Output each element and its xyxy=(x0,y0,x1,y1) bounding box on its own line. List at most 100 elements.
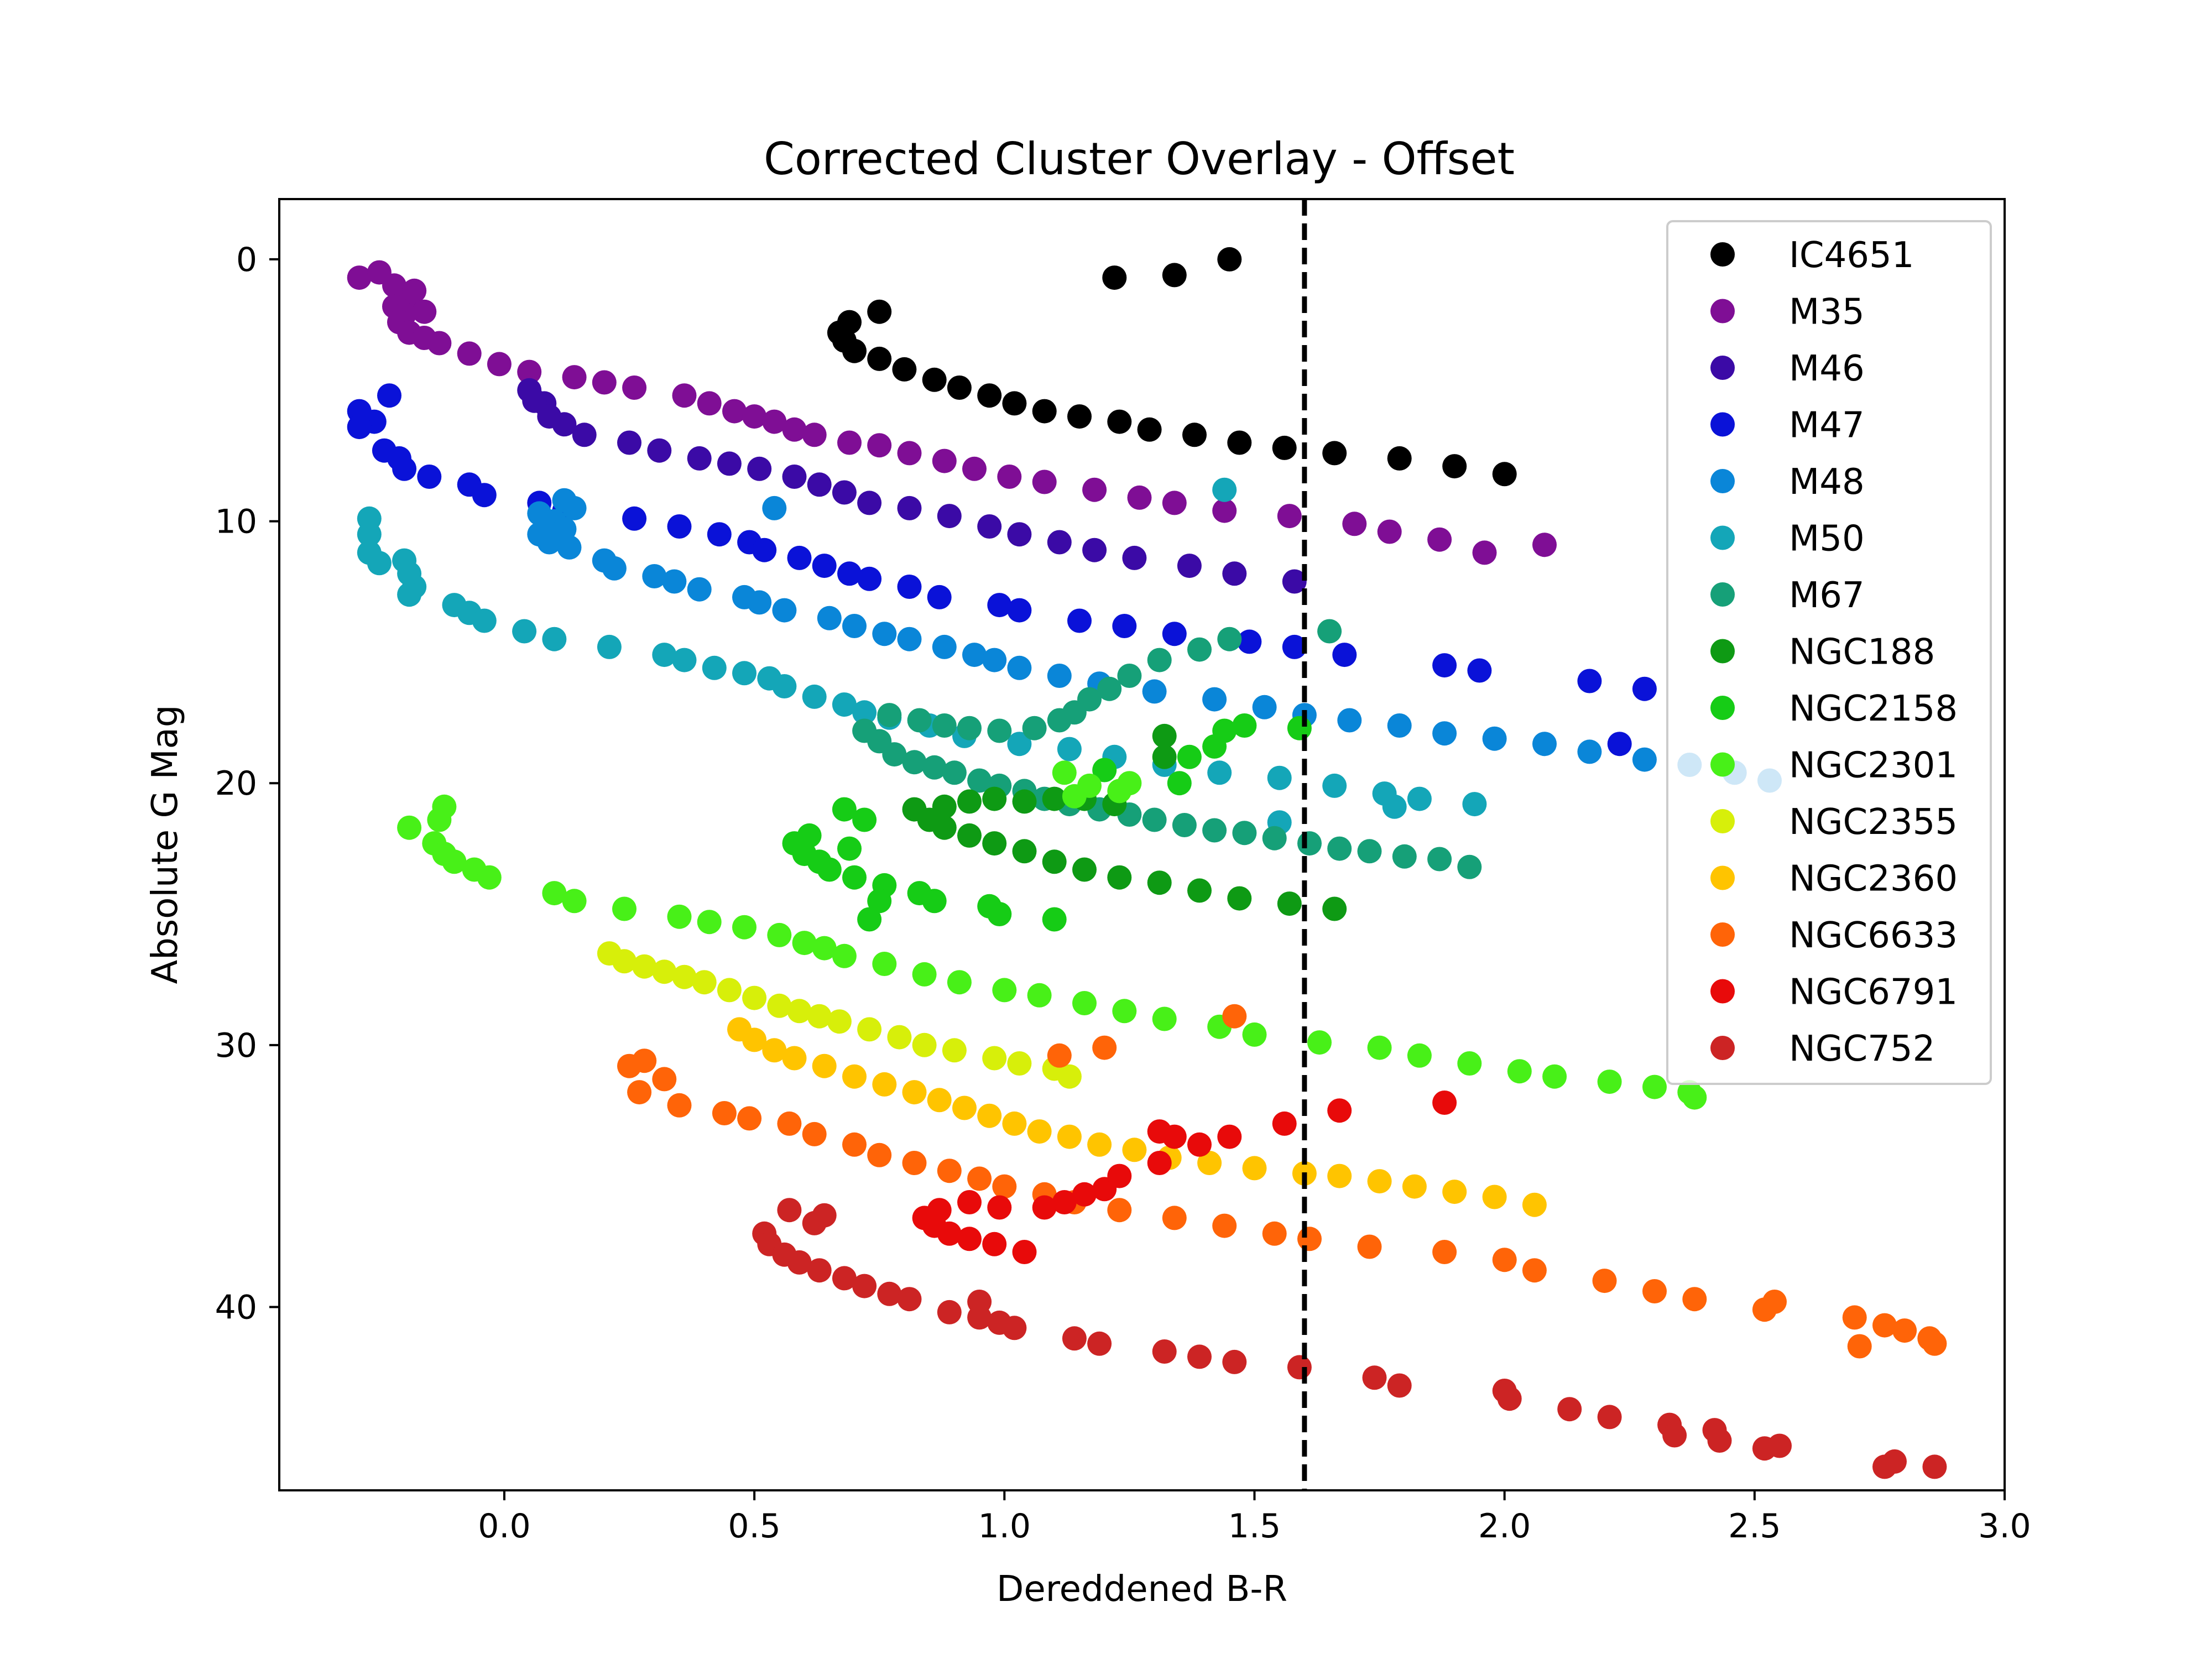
data-point-m67 xyxy=(1142,807,1167,832)
data-point-m67 xyxy=(1077,687,1102,712)
data-point-ngc6633 xyxy=(1592,1269,1617,1293)
series-ngc6633 xyxy=(617,1004,1947,1359)
data-point-ngc6633 xyxy=(1222,1004,1247,1029)
data-point-ngc2158 xyxy=(867,889,892,914)
data-point-m46 xyxy=(857,491,882,515)
data-point-ngc2158 xyxy=(1092,758,1117,782)
legend-marker-m48 xyxy=(1710,469,1735,493)
data-point-m48 xyxy=(962,643,987,667)
series-ngc2355 xyxy=(597,941,1082,1089)
data-point-m50 xyxy=(802,684,827,709)
y-tick-label: 20 xyxy=(215,764,257,803)
data-point-m67 xyxy=(1427,847,1452,872)
data-point-ngc6633 xyxy=(1262,1221,1287,1246)
data-point-m67 xyxy=(907,708,932,733)
data-point-ngc752 xyxy=(812,1203,837,1228)
legend-label-m67: M67 xyxy=(1789,575,1865,616)
data-point-ngc752 xyxy=(1152,1339,1177,1364)
data-point-ngc6633 xyxy=(1522,1258,1547,1283)
legend-label-ngc2360: NGC2360 xyxy=(1789,859,1958,900)
data-point-ngc6633 xyxy=(1762,1290,1787,1314)
data-point-ic4651 xyxy=(977,383,1002,408)
data-point-ngc188 xyxy=(1152,744,1177,769)
data-point-m48 xyxy=(1482,726,1507,751)
data-point-ngc6791 xyxy=(1327,1098,1352,1123)
data-point-m47 xyxy=(377,383,401,408)
data-point-ngc2360 xyxy=(1442,1180,1467,1204)
data-point-ngc2301 xyxy=(1152,1006,1177,1031)
data-point-ic4651 xyxy=(842,338,867,363)
data-point-ngc6791 xyxy=(1272,1111,1297,1136)
data-point-ngc752 xyxy=(1002,1316,1027,1340)
data-point-m48 xyxy=(557,535,582,560)
data-point-m35 xyxy=(762,409,787,434)
data-point-m48 xyxy=(1577,739,1602,764)
data-point-ngc2360 xyxy=(1327,1164,1352,1188)
data-point-ngc6791 xyxy=(937,1221,962,1246)
data-point-ngc188 xyxy=(957,789,982,814)
data-point-ngc6633 xyxy=(627,1080,652,1105)
data-point-ngc2301 xyxy=(1542,1064,1567,1089)
data-point-ngc188 xyxy=(982,831,1007,856)
data-point-ngc2360 xyxy=(1027,1119,1052,1144)
data-point-m50 xyxy=(472,608,497,633)
data-point-ic4651 xyxy=(837,310,862,335)
data-point-m46 xyxy=(1177,554,1202,578)
data-point-ngc2301 xyxy=(1052,760,1077,785)
legend-label-m46: M46 xyxy=(1789,348,1865,389)
data-point-m47 xyxy=(1112,614,1137,638)
legend-box xyxy=(1666,220,1992,1085)
data-point-ic4651 xyxy=(1442,454,1467,479)
series-m35 xyxy=(347,260,1557,565)
y-tick-label: 0 xyxy=(236,241,257,279)
data-point-ngc752 xyxy=(1062,1326,1087,1351)
data-point-ngc6633 xyxy=(652,1067,677,1092)
legend-marker-ngc2301 xyxy=(1710,752,1735,777)
data-point-ngc6633 xyxy=(777,1111,802,1136)
data-point-m50 xyxy=(1462,792,1487,817)
data-point-m50 xyxy=(1207,760,1232,785)
legend-label-ic4651: IC4651 xyxy=(1789,235,1914,276)
data-point-ngc2355 xyxy=(912,1032,937,1057)
data-point-ic4651 xyxy=(892,357,917,382)
x-tick-label: 2.0 xyxy=(1478,1507,1531,1546)
legend-label-ngc2301: NGC2301 xyxy=(1789,745,1958,786)
data-point-ngc188 xyxy=(1042,849,1067,874)
data-point-m46 xyxy=(1007,522,1032,547)
data-point-m67 xyxy=(1217,627,1242,651)
data-point-m35 xyxy=(1427,527,1452,552)
data-point-ngc2301 xyxy=(1457,1051,1482,1076)
data-point-m35 xyxy=(672,383,697,408)
legend-marker-m35 xyxy=(1710,299,1735,324)
data-point-m67 xyxy=(902,750,927,775)
data-point-m46 xyxy=(807,472,832,497)
legend-label-ngc752: NGC752 xyxy=(1789,1029,1935,1070)
data-point-m50 xyxy=(732,661,757,686)
data-point-m48 xyxy=(642,564,667,588)
y-tick-label: 10 xyxy=(215,503,257,541)
data-point-ngc2301 xyxy=(397,815,422,840)
data-point-m67 xyxy=(1147,648,1172,672)
data-point-m47 xyxy=(927,585,952,609)
data-point-ngc2355 xyxy=(652,959,677,984)
data-point-m67 xyxy=(967,768,992,793)
data-point-ic4651 xyxy=(1272,435,1297,460)
data-point-ic4651 xyxy=(867,299,892,324)
data-point-m67 xyxy=(1232,821,1257,846)
data-point-ngc6633 xyxy=(1892,1318,1917,1343)
x-axis-label: Dereddened B-R xyxy=(997,1569,1287,1610)
data-point-ngc2301 xyxy=(1367,1035,1392,1060)
data-point-ngc6791 xyxy=(927,1198,952,1223)
data-point-ngc752 xyxy=(877,1281,902,1306)
data-point-ngc752 xyxy=(1922,1454,1947,1479)
data-point-m35 xyxy=(962,456,987,481)
data-point-ngc2301 xyxy=(1117,771,1142,796)
data-point-m35 xyxy=(347,265,372,290)
legend-label-m47: M47 xyxy=(1789,405,1865,446)
data-point-ngc2158 xyxy=(842,865,867,890)
series-ngc2301 xyxy=(397,760,1707,1110)
data-point-ngc2355 xyxy=(1007,1051,1032,1076)
data-point-ngc6791 xyxy=(1187,1132,1212,1157)
data-point-m47 xyxy=(812,554,837,578)
